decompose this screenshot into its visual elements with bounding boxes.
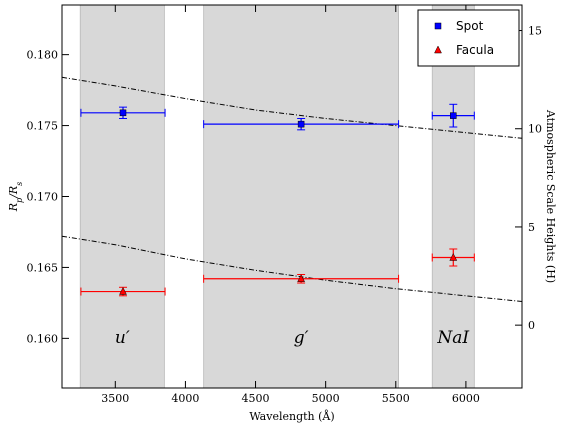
y-tick-label: 0.180: [27, 49, 59, 62]
x-tick-label: 4000: [171, 392, 199, 405]
band-regions: u′ g′ NaI: [79, 4, 475, 389]
y-axis-right-label: Atmospheric Scale Heights (H): [544, 109, 557, 283]
model-curve: [61, 76, 523, 139]
legend-marker: [434, 45, 442, 54]
x-tick-label: 4500: [242, 392, 270, 405]
y-tick-label: 0.160: [27, 332, 59, 345]
band-region: [203, 4, 399, 389]
band-label: u′: [115, 328, 130, 348]
x-axis: 3500 4000 4500 5000 5500 6000: [101, 5, 480, 405]
y-right-tick-label: 5: [528, 221, 535, 234]
y-tick-label: 0.175: [27, 120, 59, 133]
facula-marker: [449, 252, 458, 261]
band-region: [79, 4, 165, 389]
y-axis-right: 0 5 10 15: [515, 25, 542, 332]
facula-marker: [297, 274, 306, 283]
x-tick-label: 5000: [312, 392, 340, 405]
y-right-tick-label: 15: [528, 25, 542, 38]
legend: Spot Facula: [417, 9, 520, 67]
legend-box: [417, 9, 520, 67]
spot-marker: [297, 120, 305, 128]
x-tick-label: 6000: [452, 392, 480, 405]
legend-label: Facula: [456, 43, 494, 57]
y-tick-label: 0.165: [27, 261, 59, 274]
data-series: [80, 103, 475, 297]
spot-marker: [450, 112, 457, 119]
legend-label: Spot: [456, 19, 484, 33]
spot-marker: [119, 109, 127, 117]
y-tick-label: 0.170: [27, 191, 59, 204]
band-label: g′: [294, 328, 309, 348]
x-tick-label: 5500: [382, 392, 410, 405]
y-right-tick-label: 0: [528, 319, 535, 332]
legend-marker: [434, 22, 442, 30]
model-curve: [61, 235, 523, 302]
reference-curves: [61, 76, 523, 302]
x-axis-label: Wavelength (Å): [249, 409, 334, 423]
facula-marker: [119, 286, 127, 295]
band-label: NaI: [436, 328, 469, 348]
y-axis-label: Rp/Rs: [7, 182, 24, 213]
y-right-tick-label: 10: [528, 123, 542, 136]
x-tick-label: 3500: [101, 392, 129, 405]
y-axis-left: 0.160 0.165 0.170 0.175 0.180: [27, 49, 69, 345]
